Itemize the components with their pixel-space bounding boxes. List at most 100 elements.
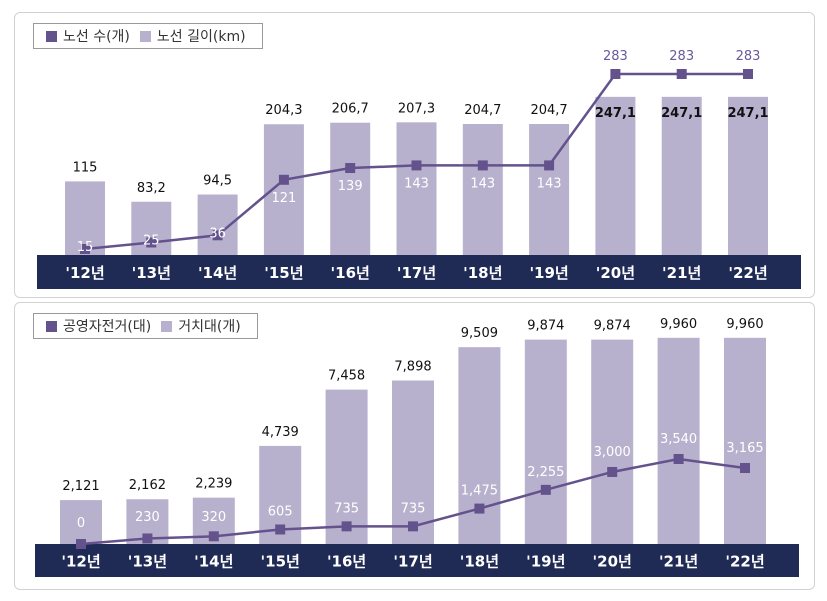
x-tick-label: '13년 (128, 553, 167, 571)
x-tick-label: '14년 (198, 264, 237, 282)
line-value-label: 15 (77, 240, 94, 255)
bar-value-label: 247,1 (727, 106, 768, 121)
bar (396, 122, 437, 255)
bar-value-label: 9,960 (726, 317, 763, 332)
legend-item-line: 공영자전거(대) (42, 316, 151, 336)
legend-marker-line (46, 30, 57, 42)
bar (595, 96, 636, 255)
line-value-label: 25 (143, 233, 160, 248)
bar-value-label: 9,509 (461, 326, 498, 341)
x-tick-label: '15년 (261, 553, 300, 571)
line-marker (477, 160, 488, 171)
x-tick-label: '21년 (659, 553, 698, 571)
line-marker (76, 539, 86, 549)
x-tick-label: '13년 (132, 264, 171, 282)
line-value-label: 143 (470, 176, 495, 191)
line-marker (673, 454, 684, 464)
line-value-label: 2,255 (527, 465, 564, 480)
legend-label-bar: 노선 길이(km) (156, 29, 246, 45)
bar (724, 337, 766, 544)
bikes-legend: 공영자전거(대) 거치대(개) (33, 313, 258, 339)
line-value-label: 320 (201, 510, 226, 525)
x-tick-label: '17년 (393, 553, 432, 571)
line-marker (345, 163, 356, 174)
line-value-label: 139 (338, 179, 363, 194)
routes-legend: 노선 수(개) 노선 길이(km) (33, 23, 263, 49)
line-value-label: 283 (603, 49, 628, 64)
bar-value-label: 9,874 (594, 319, 631, 334)
routes-chart: 115 83,2 94,5 204,3 206,7 207,3 204,7 204,7 247,… (37, 49, 801, 289)
line-marker (743, 69, 753, 79)
x-tick-label: '22년 (725, 553, 764, 571)
bar-value-label: 247,1 (661, 106, 702, 121)
x-tick-label: '12년 (61, 553, 100, 571)
bar-value-label: 206,7 (332, 102, 369, 117)
line-value-label: 3,540 (660, 432, 697, 447)
bar-value-label: 7,458 (328, 369, 365, 384)
line-marker (474, 503, 485, 514)
x-tick-label: '15년 (264, 264, 303, 282)
bar-value-label: 204,7 (530, 103, 567, 118)
legend-marker-bar (139, 30, 151, 42)
bar-value-label: 204,3 (265, 103, 302, 118)
bar-value-label: 94,5 (203, 174, 232, 189)
bar-value-label: 2,121 (62, 479, 99, 494)
line-marker (278, 174, 289, 185)
line-marker (80, 244, 90, 254)
line-value-label: 735 (334, 501, 359, 516)
legend-item-bar: 거치대(개) (157, 316, 241, 336)
bikes-chart: 2,121 2,162 2,239 4,739 7,458 7,898 9,509 9,874… (35, 317, 799, 577)
line-value-label: 605 (268, 504, 293, 519)
bar (325, 389, 368, 544)
bar-value-label: 115 (73, 160, 98, 175)
bar-value-label: 7,898 (394, 360, 431, 375)
x-tick-label: '18년 (463, 264, 502, 282)
bar (524, 339, 567, 544)
line-marker (740, 463, 750, 474)
x-axis-band (37, 255, 801, 289)
line-value-label: 283 (669, 49, 694, 64)
x-tick-label: '16년 (331, 264, 370, 282)
legend-marker-bar (161, 320, 173, 332)
line-value-label: 0 (77, 516, 85, 531)
bar-value-label: 9,960 (660, 317, 697, 332)
bar (263, 124, 304, 255)
line-marker (676, 69, 687, 79)
chart-panel-routes: 115 83,2 94,5 204,3 206,7 207,3 204,7 204,7 247,… (14, 12, 815, 298)
line-marker (146, 237, 157, 248)
bar (591, 339, 634, 544)
legend-marker-line (46, 320, 57, 332)
line-marker (408, 521, 418, 532)
bar-value-label: 2,162 (129, 478, 166, 493)
bar-value-label: 4,739 (262, 425, 299, 440)
line-value-label: 3,000 (594, 445, 631, 460)
x-axis-band (35, 544, 799, 577)
legend-label-line: 노선 수(개) (63, 29, 130, 45)
line-marker (544, 160, 555, 171)
line-marker (142, 533, 153, 544)
line-value-label: 1,475 (461, 484, 498, 499)
bar (661, 96, 702, 255)
line-marker (341, 521, 352, 532)
x-tick-label: '14년 (194, 553, 233, 571)
x-tick-label: '20년 (596, 264, 635, 282)
x-tick-label: '16년 (327, 553, 366, 571)
x-tick-label: '17년 (397, 264, 436, 282)
x-tick-label: '21년 (662, 264, 701, 282)
line-marker (212, 230, 223, 241)
line-marker (607, 466, 618, 477)
bar (330, 122, 371, 255)
x-tick-label: '18년 (460, 553, 499, 571)
line-marker (275, 524, 286, 535)
line-value-label: 143 (404, 176, 429, 191)
line-marker (208, 531, 219, 542)
bar (462, 123, 503, 255)
legend-item-line: 노선 수(개) (42, 26, 130, 46)
line-value-label: 283 (736, 49, 761, 64)
x-tick-label: '22년 (728, 264, 767, 282)
x-tick-label: '19년 (529, 264, 568, 282)
line-marker (610, 69, 621, 79)
bar (60, 500, 102, 544)
bar (657, 337, 700, 544)
chart-panel-bikes: 2,121 2,162 2,239 4,739 7,458 7,898 9,509 9,874… (14, 302, 815, 590)
